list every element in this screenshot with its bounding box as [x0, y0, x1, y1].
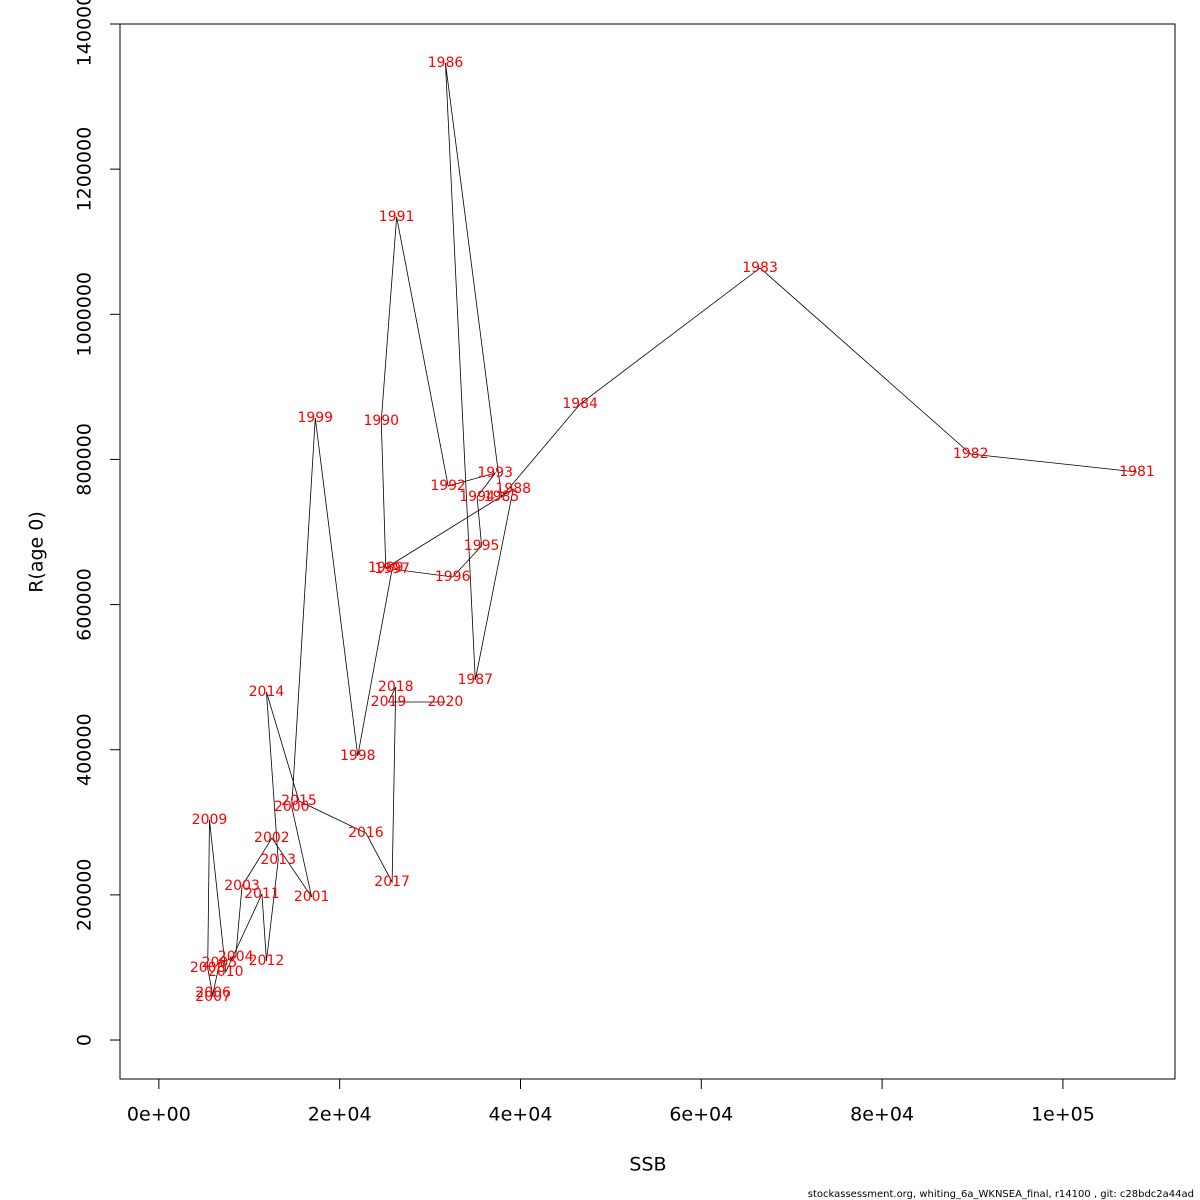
point-label: 1995 — [464, 538, 500, 554]
point-label: 2011 — [244, 886, 280, 902]
point-label: 1991 — [379, 209, 415, 225]
point-label: 1992 — [430, 478, 466, 494]
point-label: 2017 — [374, 874, 410, 890]
x-tick-label: 4e+04 — [489, 1104, 553, 1126]
y-tick-label: 600000 — [74, 568, 96, 641]
point-label: 1988 — [495, 481, 531, 497]
point-label: 2001 — [294, 889, 330, 905]
y-tick-label: 1000000 — [74, 272, 96, 357]
point-label: 1996 — [435, 569, 471, 585]
x-tick-label: 6e+04 — [669, 1104, 733, 1126]
point-label: 2018 — [378, 679, 414, 695]
point-label: 2015 — [281, 793, 317, 809]
x-tick-label: 8e+04 — [850, 1104, 914, 1126]
point-label: 1983 — [742, 260, 778, 276]
point-label: 2013 — [260, 852, 296, 868]
plot-box — [119, 23, 1176, 1080]
x-tick-label: 0e+00 — [127, 1104, 191, 1126]
y-tick-label: 1400000 — [74, 0, 96, 66]
point-label: 2006 — [195, 985, 231, 1001]
x-axis-label: SSB — [629, 1154, 666, 1176]
point-label: 2005 — [202, 955, 238, 971]
y-tick-label: 0 — [74, 1034, 96, 1046]
point-label: 2010 — [208, 964, 244, 980]
point-label: 2019 — [371, 694, 407, 710]
point-label: 1989 — [368, 560, 404, 576]
point-label: 2002 — [254, 830, 290, 846]
point-label: 1984 — [562, 396, 598, 412]
y-axis-label: R(age 0) — [26, 511, 48, 593]
point-label: 2014 — [249, 684, 285, 700]
point-label: 2000 — [274, 799, 310, 815]
point-label: 2012 — [249, 953, 285, 969]
point-label: 1981 — [1119, 464, 1155, 480]
point-label: 1994 — [459, 489, 495, 505]
point-label: 1997 — [374, 561, 410, 577]
x-tick-label: 2e+04 — [308, 1104, 372, 1126]
y-tick-label: 1200000 — [74, 127, 96, 212]
footer: stockassessment.org, whiting_6a_WKNSEA_f… — [808, 1189, 1194, 1200]
series-line — [207, 62, 1138, 998]
point-label: 1998 — [340, 748, 376, 764]
point-label: 1990 — [363, 413, 399, 429]
y-tick-label: 800000 — [74, 423, 96, 496]
y-tick-label: 400000 — [74, 713, 96, 786]
y-tick-label: 200000 — [74, 859, 96, 932]
point-label: 2007 — [195, 989, 231, 1005]
point-label: 1993 — [477, 465, 513, 481]
point-label: 2004 — [218, 949, 254, 965]
point-label: 1999 — [297, 410, 333, 426]
point-label: 1985 — [484, 489, 520, 505]
x-tick-label: 1e+05 — [1031, 1104, 1095, 1126]
point-label: 2009 — [192, 812, 228, 828]
point-label: 1987 — [457, 672, 493, 688]
point-label: 2003 — [224, 878, 260, 894]
point-label: 2020 — [428, 694, 464, 710]
point-label: 1986 — [428, 55, 464, 71]
point-label: 2016 — [348, 825, 384, 841]
point-label: 1982 — [953, 446, 989, 462]
point-label: 2008 — [190, 960, 226, 976]
